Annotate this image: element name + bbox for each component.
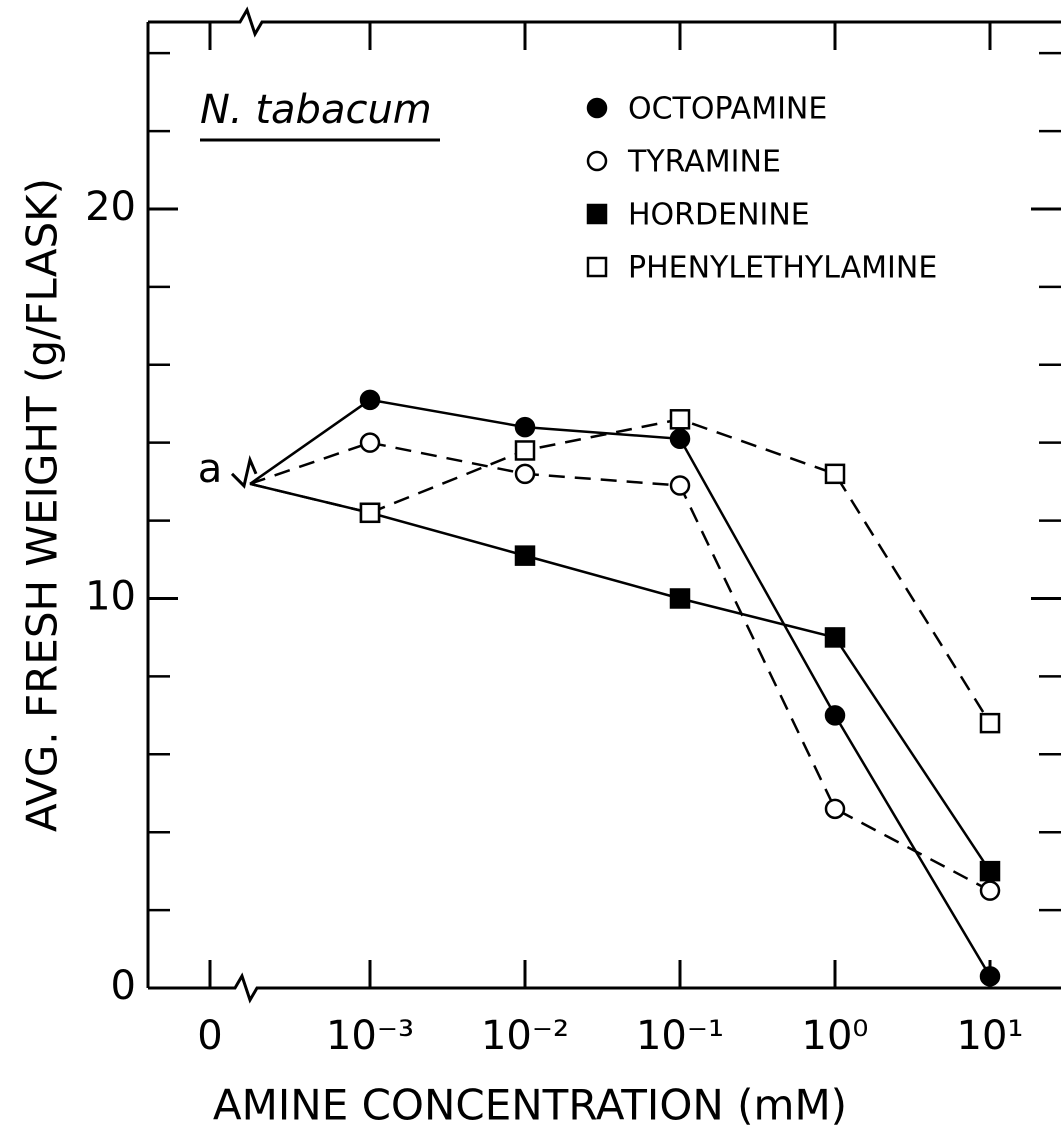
- data-point: [359, 432, 381, 453]
- series-line: [369, 418, 992, 724]
- control-point: a: [198, 446, 223, 492]
- data-point: [824, 798, 846, 820]
- x-axis-label: AMINE CONCENTRATION (mM): [213, 1081, 847, 1130]
- bottom-spine: [148, 972, 1061, 1004]
- legend-label: TYRAMINE: [627, 145, 781, 180]
- data-point: [824, 627, 846, 648]
- legend-marker: [586, 256, 608, 278]
- data-point: [514, 545, 536, 566]
- y-tick-label: 20: [85, 184, 136, 230]
- y-axis-label: AVG. FRESH WEIGHT (g/FLASK): [18, 178, 67, 832]
- x-tick-label: 10¹: [957, 1013, 1024, 1059]
- axis-break: [230, 455, 258, 489]
- data-point: [669, 588, 691, 609]
- legend-marker: [586, 150, 608, 172]
- data-point: [514, 463, 536, 485]
- data-point: [979, 966, 1001, 987]
- legend-marker: [586, 97, 608, 119]
- data-point: [979, 860, 1001, 882]
- x-tick-label: 10⁻³: [326, 1013, 414, 1059]
- legend-label: OCTOPAMINE: [628, 92, 827, 127]
- control-connector: [249, 441, 371, 486]
- x-tick-label: 10⁻¹: [636, 1013, 724, 1059]
- data-point: [514, 416, 536, 438]
- y-tick-label: 10: [85, 573, 136, 619]
- x-tick-label: 0: [197, 1013, 222, 1059]
- control-connector: [249, 398, 371, 485]
- chart-title: N. tabacum: [200, 87, 432, 133]
- data-point: [979, 880, 1001, 901]
- legend-label: HORDENINE: [628, 198, 810, 233]
- data-point: [824, 705, 846, 726]
- data-point: [824, 463, 846, 485]
- legend-marker: [586, 203, 608, 225]
- y-tick-label: 0: [111, 963, 136, 1009]
- data-point: [669, 428, 691, 450]
- legend-label: PHENYLETHYLAMINE: [628, 251, 937, 286]
- x-tick-label: 10⁻²: [481, 1013, 569, 1059]
- data-point: [979, 712, 1001, 734]
- data-point: [669, 475, 691, 496]
- control-connector: [249, 482, 371, 515]
- data-point: [359, 502, 381, 524]
- data-point: [514, 440, 536, 461]
- data-point: [669, 409, 691, 430]
- axes-frame: [146, 6, 1061, 1004]
- x-tick-label: 10⁰: [802, 1013, 869, 1059]
- series-line: [369, 441, 991, 892]
- data-point: [359, 389, 381, 411]
- top-spine: [148, 6, 1061, 38]
